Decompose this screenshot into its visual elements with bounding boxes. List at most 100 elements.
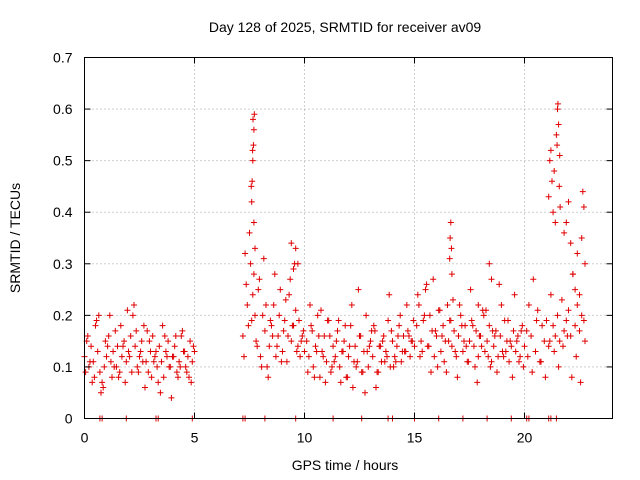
data-point xyxy=(512,348,519,355)
data-point xyxy=(520,363,527,370)
data-point xyxy=(125,348,132,355)
data-point xyxy=(335,317,342,324)
data-point xyxy=(123,358,130,365)
data-point xyxy=(322,379,329,386)
data-point xyxy=(253,338,260,345)
data-point xyxy=(101,363,108,370)
data-point xyxy=(556,183,563,190)
data-point xyxy=(249,157,256,164)
data-point xyxy=(539,322,546,329)
data-point xyxy=(140,322,147,329)
data-point xyxy=(275,332,282,339)
data-point xyxy=(82,369,89,376)
data-point xyxy=(299,332,306,339)
data-point xyxy=(494,369,500,376)
data-point xyxy=(248,198,255,205)
data-point xyxy=(331,358,338,365)
data-point xyxy=(580,317,587,324)
data-point xyxy=(319,348,326,355)
data-point xyxy=(489,327,496,334)
data-point xyxy=(474,379,481,386)
data-point xyxy=(106,312,113,319)
data-point xyxy=(529,369,536,376)
y-tick-label: 0.5 xyxy=(53,153,73,169)
data-point xyxy=(294,343,301,350)
data-point xyxy=(543,317,550,324)
data-point xyxy=(89,379,96,386)
data-point xyxy=(576,327,583,334)
data-point xyxy=(461,338,467,345)
data-point xyxy=(357,332,364,339)
data-point xyxy=(547,147,554,154)
data-point xyxy=(341,338,348,345)
y-tick-label: 0 xyxy=(65,411,73,427)
data-point xyxy=(475,353,482,360)
data-point xyxy=(251,111,258,118)
data-point xyxy=(107,358,114,365)
data-point xyxy=(340,348,346,355)
data-point xyxy=(256,276,263,283)
data-point xyxy=(437,348,444,355)
data-point xyxy=(346,343,353,350)
data-point xyxy=(288,338,295,345)
data-point xyxy=(144,327,151,334)
data-point xyxy=(385,317,392,324)
data-point xyxy=(270,302,277,309)
data-point xyxy=(465,358,472,365)
data-point xyxy=(352,343,359,350)
data-point xyxy=(370,322,377,329)
data-point xyxy=(290,265,297,272)
data-point xyxy=(160,374,167,381)
data-point xyxy=(436,307,443,314)
data-point xyxy=(547,291,554,298)
data-point xyxy=(577,379,584,386)
data-points xyxy=(81,100,588,422)
data-point xyxy=(250,271,257,278)
data-point xyxy=(368,327,375,334)
data-point xyxy=(298,338,305,345)
data-point xyxy=(96,369,103,376)
data-point xyxy=(451,327,458,334)
data-point xyxy=(486,260,493,267)
data-point xyxy=(384,353,390,360)
data-point xyxy=(434,363,441,370)
data-point xyxy=(146,338,153,345)
data-point xyxy=(181,348,188,355)
data-point xyxy=(557,204,564,211)
data-point xyxy=(138,338,145,345)
data-point xyxy=(419,348,426,355)
data-point xyxy=(257,353,264,360)
data-point xyxy=(162,348,169,355)
data-point xyxy=(554,100,561,107)
data-point xyxy=(422,286,429,293)
data-point xyxy=(93,317,100,324)
data-point xyxy=(297,353,304,360)
data-point xyxy=(175,374,181,381)
data-point xyxy=(283,358,290,365)
data-point xyxy=(364,348,371,355)
data-point xyxy=(176,358,183,365)
data-point xyxy=(478,343,485,350)
data-point xyxy=(550,322,557,329)
data-point xyxy=(375,369,382,376)
data-point xyxy=(554,142,561,149)
data-point xyxy=(481,348,488,355)
data-point xyxy=(329,363,335,370)
data-point xyxy=(505,317,511,324)
data-point xyxy=(134,363,141,370)
data-point xyxy=(414,291,421,298)
data-point xyxy=(247,260,254,267)
data-point xyxy=(131,302,137,309)
y-tick-label: 0.2 xyxy=(53,307,73,323)
data-point xyxy=(177,363,184,370)
data-point xyxy=(158,358,165,365)
data-point xyxy=(509,374,516,381)
data-point xyxy=(533,317,540,324)
data-point xyxy=(136,353,143,360)
data-point xyxy=(239,332,246,339)
data-point xyxy=(488,358,495,365)
data-point xyxy=(127,332,134,339)
data-point xyxy=(453,353,460,360)
data-point xyxy=(242,250,249,257)
data-point xyxy=(458,322,465,329)
